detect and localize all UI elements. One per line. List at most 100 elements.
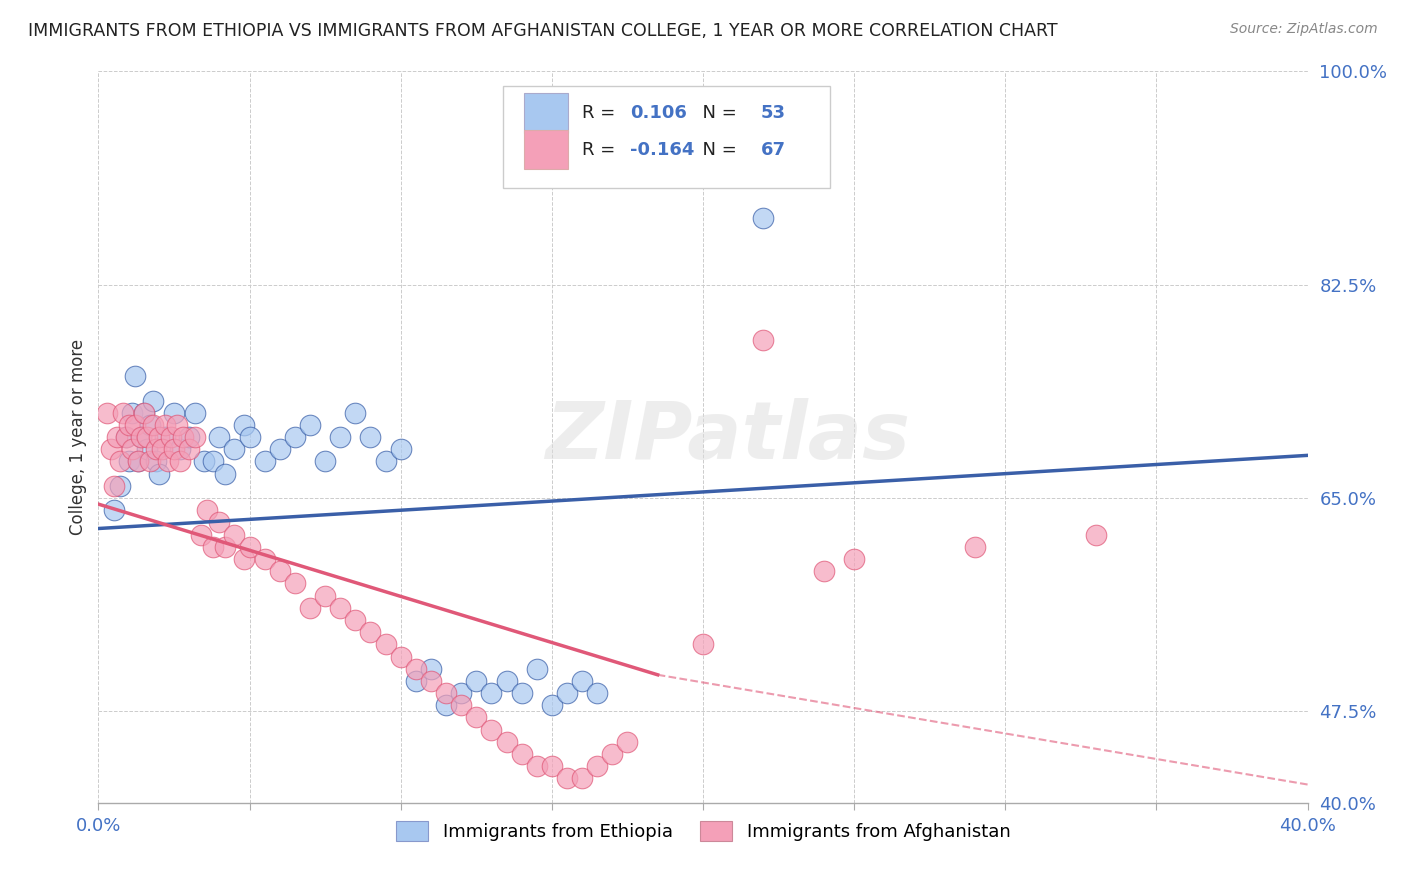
Point <box>284 576 307 591</box>
Point <box>239 430 262 444</box>
Text: R =: R = <box>582 104 621 122</box>
Point <box>360 625 382 640</box>
Point <box>108 479 131 493</box>
Point <box>420 673 443 688</box>
Point <box>374 637 396 651</box>
Text: IMMIGRANTS FROM ETHIOPIA VS IMMIGRANTS FROM AFGHANISTAN COLLEGE, 1 YEAR OR MORE : IMMIGRANTS FROM ETHIOPIA VS IMMIGRANTS F… <box>28 22 1057 40</box>
Point <box>269 442 291 457</box>
Point <box>374 454 396 468</box>
Point <box>616 735 638 749</box>
FancyBboxPatch shape <box>503 86 830 188</box>
Point <box>232 552 254 566</box>
Point <box>232 417 254 432</box>
Point <box>571 673 593 688</box>
Point <box>844 552 866 566</box>
Point <box>148 430 170 444</box>
Point <box>224 527 246 541</box>
Point <box>160 430 183 444</box>
Point <box>108 454 131 468</box>
Point <box>132 406 155 420</box>
Point <box>179 430 201 444</box>
Point <box>169 442 191 457</box>
Point <box>156 454 179 468</box>
Point <box>166 417 188 432</box>
Legend: Immigrants from Ethiopia, Immigrants from Afghanistan: Immigrants from Ethiopia, Immigrants fro… <box>388 814 1018 848</box>
Text: 67: 67 <box>761 141 786 159</box>
Point <box>127 454 149 468</box>
Point <box>360 430 382 444</box>
Point <box>450 686 472 700</box>
Point <box>103 479 125 493</box>
Point <box>434 698 457 713</box>
Point <box>121 406 143 420</box>
Point <box>692 637 714 651</box>
Point <box>124 369 146 384</box>
Point <box>540 759 562 773</box>
Point <box>314 454 336 468</box>
Point <box>150 442 173 457</box>
Point <box>481 723 503 737</box>
Point <box>752 333 775 347</box>
Point <box>253 552 276 566</box>
Point <box>224 442 246 457</box>
Point <box>405 673 427 688</box>
Point <box>602 747 624 761</box>
Point <box>184 430 207 444</box>
Point <box>202 540 225 554</box>
Point <box>148 467 170 481</box>
Point <box>145 454 167 468</box>
Point <box>129 430 152 444</box>
Point <box>465 673 488 688</box>
Point <box>540 698 562 713</box>
Point <box>752 211 775 225</box>
Point <box>111 406 134 420</box>
Point <box>586 759 609 773</box>
Point <box>153 430 176 444</box>
Point <box>100 442 122 457</box>
Point <box>284 430 307 444</box>
Point <box>495 735 517 749</box>
Point <box>526 662 548 676</box>
Point <box>571 772 593 786</box>
Point <box>465 710 488 724</box>
Point <box>314 589 336 603</box>
Point <box>389 442 412 457</box>
Point <box>135 430 157 444</box>
Point <box>208 516 231 530</box>
Point <box>269 564 291 578</box>
Text: 0.106: 0.106 <box>630 104 688 122</box>
Point <box>253 454 276 468</box>
Point <box>127 454 149 468</box>
Point <box>129 430 152 444</box>
Point <box>145 442 167 457</box>
Y-axis label: College, 1 year or more: College, 1 year or more <box>69 339 87 535</box>
Text: N =: N = <box>690 141 742 159</box>
Point <box>510 686 533 700</box>
Point <box>184 406 207 420</box>
Point <box>299 600 322 615</box>
Point <box>163 406 186 420</box>
Point <box>329 600 352 615</box>
Point <box>193 454 215 468</box>
Text: ZIPatlas: ZIPatlas <box>544 398 910 476</box>
Point <box>420 662 443 676</box>
Point <box>526 759 548 773</box>
Point <box>118 417 141 432</box>
Text: 53: 53 <box>761 104 786 122</box>
Point <box>555 686 578 700</box>
Point <box>190 527 212 541</box>
Point <box>495 673 517 688</box>
Point <box>172 430 194 444</box>
Point <box>142 393 165 408</box>
Point <box>202 454 225 468</box>
Point <box>96 406 118 420</box>
Text: N =: N = <box>690 104 742 122</box>
Point <box>105 430 128 444</box>
Point <box>214 540 236 554</box>
Point <box>813 564 835 578</box>
Point <box>153 417 176 432</box>
Text: R =: R = <box>582 141 621 159</box>
Point <box>118 454 141 468</box>
Point <box>965 540 987 554</box>
Point <box>510 747 533 761</box>
